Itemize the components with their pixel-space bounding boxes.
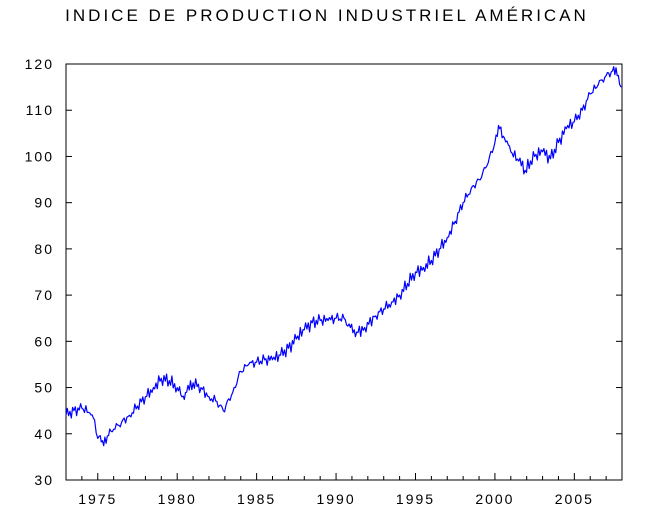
y-tick-label: 100	[25, 148, 54, 164]
y-tick-label: 70	[34, 287, 54, 303]
y-tick-label: 110	[26, 102, 54, 118]
chart-title: INDICE DE PRODUCTION INDUSTRIEL AMÉRICAN	[65, 6, 589, 25]
y-tick-label: 60	[34, 333, 54, 349]
y-tick-label: 30	[34, 472, 54, 488]
x-tick-label: 1980	[158, 491, 197, 507]
y-tick-label: 90	[34, 195, 54, 211]
series-layer	[65, 66, 623, 447]
y-tick-label: 80	[34, 241, 54, 257]
y-tick-label: 50	[34, 380, 54, 396]
x-tick-label: 1995	[396, 491, 435, 507]
y-tick-label: 40	[34, 426, 54, 442]
y-tick-label: 120	[25, 56, 54, 72]
series-line-0	[65, 66, 623, 447]
plot-area-frame	[65, 63, 623, 481]
x-tick-label: 2005	[555, 491, 594, 507]
y-axis: 30 40 50 60 70 80 90 100 110 120	[25, 56, 622, 488]
x-tick-label: 1990	[316, 491, 355, 507]
x-tick-label: 1985	[237, 491, 276, 507]
x-tick-label: 1975	[78, 491, 117, 507]
x-tick-label: 2000	[475, 491, 514, 507]
x-axis: 1975 1980 1985 1990 1995 2000 2005	[65, 473, 623, 507]
